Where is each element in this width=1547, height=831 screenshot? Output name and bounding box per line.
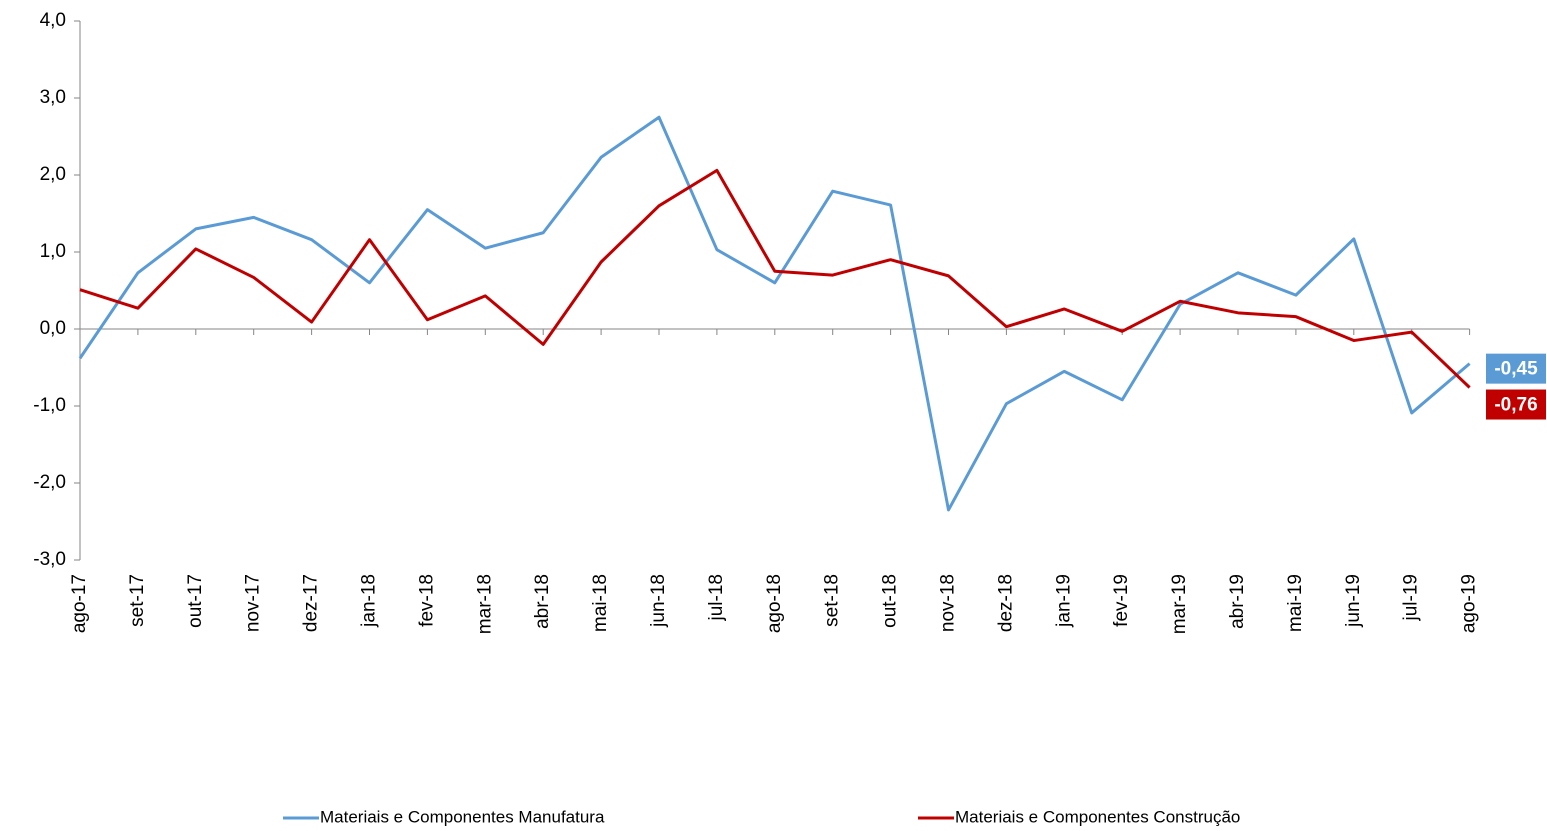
x-tick-label: jan-19	[1053, 574, 1074, 628]
x-tick-label: set-18	[822, 574, 843, 627]
x-tick-label: jul-18	[706, 574, 727, 621]
x-tick-label: jun-18	[648, 574, 669, 628]
x-tick-label: fev-18	[416, 574, 437, 627]
x-tick-label: jun-19	[1343, 574, 1364, 628]
x-tick-label: abr-18	[532, 574, 553, 629]
value-label-text: -0,76	[1494, 395, 1537, 416]
x-tick-label: mai-19	[1285, 574, 1306, 632]
x-tick-label: set-17	[127, 574, 148, 627]
x-tick-label: ago-18	[764, 574, 785, 633]
value-label-text: -0,45	[1494, 359, 1538, 380]
x-tick-label: jan-18	[359, 574, 380, 628]
y-tick-label: 0,0	[40, 318, 66, 339]
x-tick-label: ago-17	[69, 574, 90, 633]
x-tick-label: dez-17	[301, 574, 322, 632]
x-tick-label: nov-18	[938, 574, 959, 632]
x-tick-label: jul-19	[1401, 574, 1422, 621]
x-tick-label: fev-19	[1111, 574, 1132, 627]
y-tick-label: -3,0	[33, 549, 66, 570]
y-tick-label: -2,0	[33, 472, 66, 493]
y-tick-label: -1,0	[33, 395, 66, 416]
y-tick-label: 2,0	[40, 164, 66, 185]
legend-label: Materiais e Componentes Manufatura	[320, 807, 605, 826]
y-tick-label: 3,0	[40, 87, 66, 108]
legend-label: Materiais e Componentes Construção	[955, 807, 1240, 826]
x-tick-label: mar-18	[474, 574, 495, 634]
x-tick-label: out-17	[185, 574, 206, 628]
value-label: -0,45	[1486, 353, 1546, 384]
x-tick-label: out-18	[880, 574, 901, 628]
x-tick-label: abr-19	[1227, 574, 1248, 629]
series-line	[78, 115, 1471, 512]
series-line	[79, 168, 1471, 389]
value-label: -0,76	[1486, 389, 1546, 420]
y-tick-label: 4,0	[40, 10, 66, 31]
value-label-box	[1486, 353, 1546, 384]
y-tick-label: 1,0	[40, 241, 66, 262]
x-tick-label: mar-19	[1169, 574, 1190, 634]
value-label-box	[1486, 389, 1546, 420]
x-tick-label: mai-18	[590, 574, 611, 632]
x-tick-label: ago-19	[1459, 574, 1480, 633]
x-tick-label: nov-17	[243, 574, 264, 632]
x-tick-label: dez-18	[995, 574, 1016, 632]
